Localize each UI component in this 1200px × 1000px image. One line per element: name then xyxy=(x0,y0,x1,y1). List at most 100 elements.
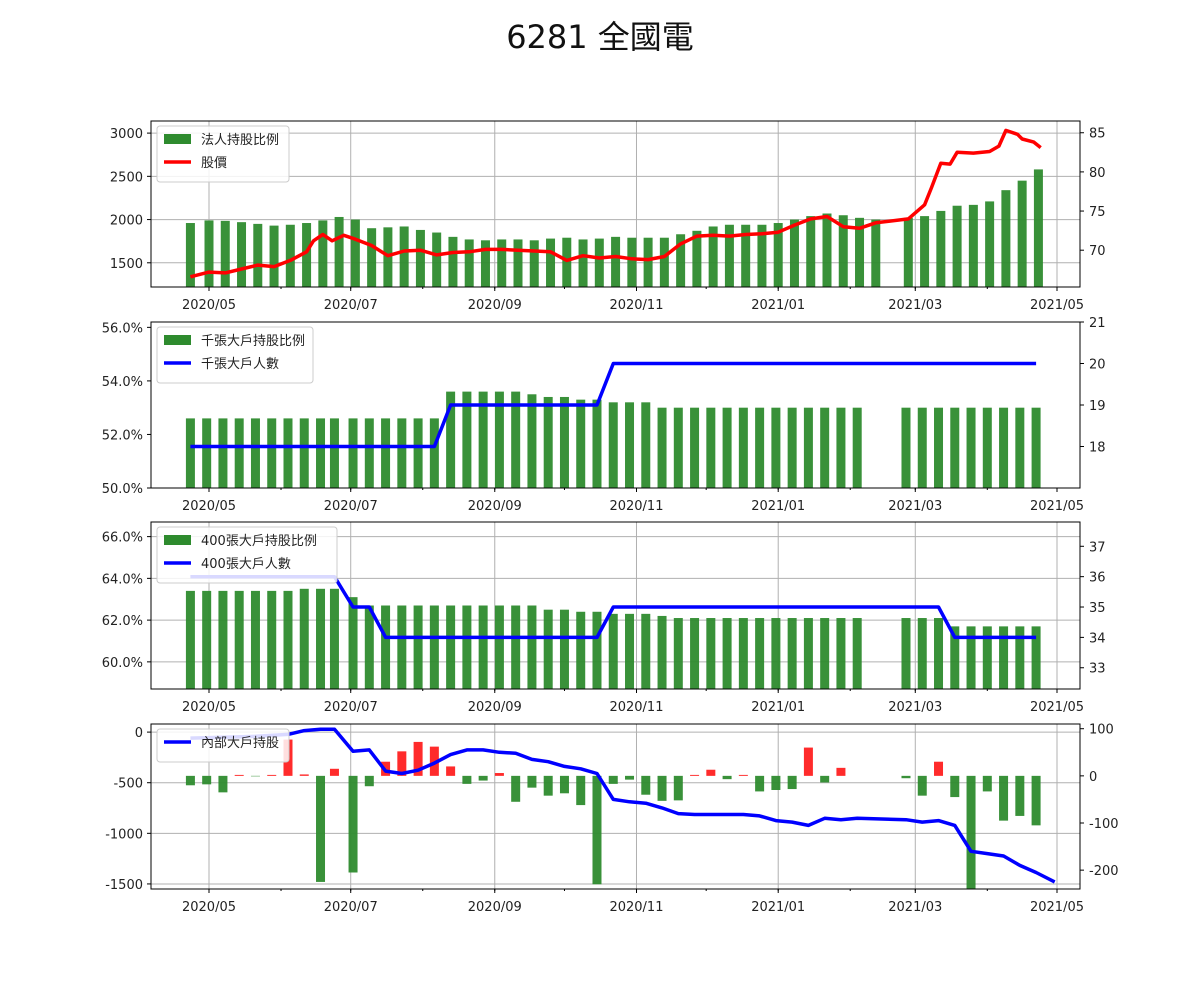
bar-mark xyxy=(920,216,930,287)
x-tick-label: 2021/05 xyxy=(1030,700,1084,715)
plot-area xyxy=(151,724,1080,889)
left-tick-label: 3000 xyxy=(110,127,143,142)
bar-mark-decrease xyxy=(559,775,569,794)
plot-frame xyxy=(150,521,1081,690)
bar-mark xyxy=(316,418,326,488)
bar-mark xyxy=(334,216,344,287)
legend-label: 千張大戶人數 xyxy=(201,357,279,372)
x-tick-label: 2020/07 xyxy=(324,499,378,514)
bar-mark xyxy=(722,618,732,689)
left-tick-label: 1500 xyxy=(110,257,143,272)
bar-mark xyxy=(364,418,374,488)
right-tick-label: 35 xyxy=(1089,601,1106,616)
bar-mark xyxy=(432,232,442,287)
bar-mark xyxy=(329,588,339,689)
bar-mark xyxy=(903,217,913,287)
left-tick-label: 52.0% xyxy=(102,428,143,443)
x-tick-label: 2020/07 xyxy=(324,700,378,715)
left-tick-label: 2000 xyxy=(110,214,143,229)
bar-mark xyxy=(627,237,637,287)
bar-mark xyxy=(462,391,472,488)
bar-mark xyxy=(820,618,830,689)
bar-mark xyxy=(218,590,228,689)
bar-mark xyxy=(559,396,569,488)
series-line-3 xyxy=(190,727,1056,884)
bar-mark xyxy=(462,605,472,689)
left-tick-label: 64.0% xyxy=(102,572,143,587)
bar-mark xyxy=(692,230,702,287)
bar-mark xyxy=(608,402,618,488)
bar-mark xyxy=(822,213,832,287)
right-tick-label: 19 xyxy=(1089,399,1106,414)
legend-box xyxy=(156,526,338,584)
bar-mark xyxy=(185,590,195,689)
bar-mark xyxy=(625,402,635,488)
left-tick-label: 56.0% xyxy=(102,321,143,336)
bar-mark xyxy=(202,590,212,689)
bar-mark-increase xyxy=(299,774,309,776)
bar-mark-increase xyxy=(934,761,944,776)
bar-mark xyxy=(592,611,602,689)
bar-mark xyxy=(755,407,765,488)
legend-label: 400張大戶人數 xyxy=(201,557,291,572)
bar-mark xyxy=(269,225,279,287)
series-line-1 xyxy=(190,361,1037,449)
bar-mark xyxy=(494,391,504,488)
left-tick-label: 50.0% xyxy=(102,482,143,497)
bar-mark xyxy=(724,224,734,287)
bar-mark xyxy=(218,418,228,488)
bar-mark xyxy=(657,615,667,689)
bar-mark xyxy=(1033,169,1043,287)
panel-third: 60.0% 62.0% 64.0% 66.0% 33 34 35 36 37 2020/05 202… xyxy=(102,521,1106,715)
x-tick-label: 2021/03 xyxy=(888,298,942,313)
bar-mark xyxy=(511,605,521,689)
bar-mark xyxy=(185,223,195,287)
bar-mark xyxy=(559,609,569,689)
bar-mark xyxy=(625,613,635,689)
right-tick-label: 18 xyxy=(1089,441,1106,456)
bar-mark xyxy=(855,217,865,287)
bar-mark-decrease xyxy=(316,775,326,882)
bar-mark xyxy=(464,239,474,287)
left-tick-label: -1000 xyxy=(105,827,143,842)
bar-mark xyxy=(771,407,781,488)
bar-mark-increase xyxy=(738,774,748,776)
x-tick-label: 2021/03 xyxy=(888,700,942,715)
right-tick-label: -100 xyxy=(1089,817,1119,832)
bar-mark-increase xyxy=(397,751,407,776)
x-tick-label: 2020/05 xyxy=(182,499,236,514)
bar-mark-increase xyxy=(413,741,423,776)
x-tick-label: 2020/07 xyxy=(324,298,378,313)
bar-mark xyxy=(594,238,604,287)
series-line-2 xyxy=(190,574,1037,640)
right-tick-label: 33 xyxy=(1089,662,1106,677)
bar-mark-decrease xyxy=(202,775,212,785)
x-tick-label: 2020/09 xyxy=(468,499,522,514)
right-tick-label: -200 xyxy=(1089,864,1119,879)
bar-mark xyxy=(673,618,683,689)
bar-mark xyxy=(478,605,488,689)
bar-mark-decrease xyxy=(511,775,521,802)
x-tick-label: 2020/05 xyxy=(182,298,236,313)
x-tick-label: 2020/05 xyxy=(182,700,236,715)
bar-mark-decrease xyxy=(478,775,488,781)
bar-mark xyxy=(838,215,848,287)
bar-mark-decrease xyxy=(625,775,635,780)
bar-mark xyxy=(220,220,230,287)
x-tick-label: 2020/09 xyxy=(468,298,522,313)
bar-mark xyxy=(413,418,423,488)
legend-swatch-bar xyxy=(164,134,191,144)
bar-mark xyxy=(299,418,309,488)
bar-mark xyxy=(283,418,293,488)
x-tick-label: 2020/11 xyxy=(609,499,663,514)
bar-mark-decrease xyxy=(218,775,228,793)
bar-mark xyxy=(448,236,458,287)
bar-mark xyxy=(917,407,927,488)
bar-mark xyxy=(497,239,507,287)
x-tick-label: 2020/09 xyxy=(468,700,522,715)
legend-label: 股價 xyxy=(201,156,227,171)
bar-mark xyxy=(706,618,716,689)
bar-mark xyxy=(901,618,911,689)
x-tick-label: 2021/01 xyxy=(751,499,805,514)
